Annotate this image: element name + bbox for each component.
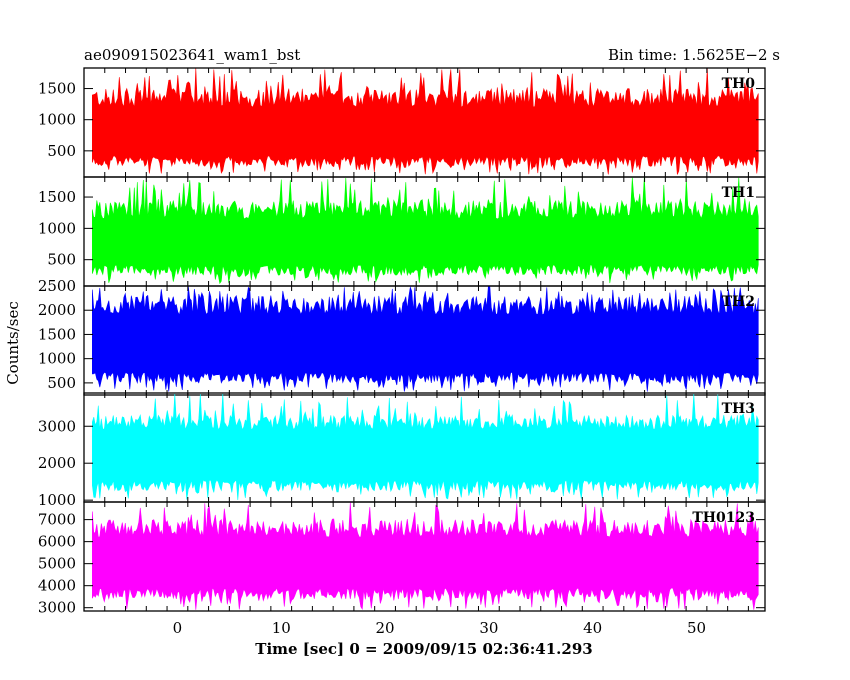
y-tick-label: 1500 xyxy=(38,80,76,98)
y-tick-label: 3000 xyxy=(38,417,76,435)
y-tick-label: 6000 xyxy=(38,533,76,551)
y-tick-label: 5000 xyxy=(38,555,76,573)
y-tick-label: 2000 xyxy=(38,301,76,319)
panel-frame-th2 xyxy=(83,285,766,396)
y-axis-label: Counts/sec xyxy=(4,301,22,385)
x-tick-label: 0 xyxy=(173,619,183,637)
x-tick-label: 30 xyxy=(479,619,498,637)
chart-left-title: ae090915023641_wam1_bst xyxy=(84,46,300,64)
panel-name-th0: TH0 xyxy=(722,76,756,92)
y-tick-label: 500 xyxy=(47,251,76,269)
y-tick-label: 7000 xyxy=(38,511,76,529)
y-tick-label: 1000 xyxy=(38,350,76,368)
chart-right-title: Bin time: 1.5625E−2 s xyxy=(608,46,780,64)
series-trace-th0123 xyxy=(92,502,759,611)
y-tick-label: 1000 xyxy=(38,111,76,129)
panel-frame-th0123 xyxy=(83,501,766,612)
panel-name-th1: TH1 xyxy=(722,185,755,201)
y-tick-label: 1500 xyxy=(38,188,76,206)
y-tick-label: 2500 xyxy=(38,277,76,295)
panel-name-th0123: TH0123 xyxy=(692,510,755,526)
series-trace-th1 xyxy=(92,177,759,285)
series-trace-th0 xyxy=(92,68,759,175)
y-tick-label: 2000 xyxy=(38,454,76,472)
panel-name-th2: TH2 xyxy=(722,294,755,310)
x-tick-label: 20 xyxy=(376,619,395,637)
x-tick-label: 50 xyxy=(687,619,706,637)
x-tick-label: 10 xyxy=(272,619,291,637)
series-trace-th3 xyxy=(92,393,759,501)
y-tick-label: 500 xyxy=(47,142,76,160)
y-tick-label: 4000 xyxy=(38,577,76,595)
series-trace-th2 xyxy=(92,285,759,392)
panel-name-th3: TH3 xyxy=(722,401,755,417)
y-tick-label: 1000 xyxy=(38,219,76,237)
y-tick-label: 1000 xyxy=(38,491,76,509)
x-tick-label: 40 xyxy=(583,619,602,637)
y-tick-label: 1500 xyxy=(38,325,76,343)
x-axis-label: Time [sec] 0 = 2009/09/15 02:36:41.293 xyxy=(255,640,592,658)
y-tick-label: 500 xyxy=(47,374,76,392)
y-tick-label: 3000 xyxy=(38,599,76,617)
